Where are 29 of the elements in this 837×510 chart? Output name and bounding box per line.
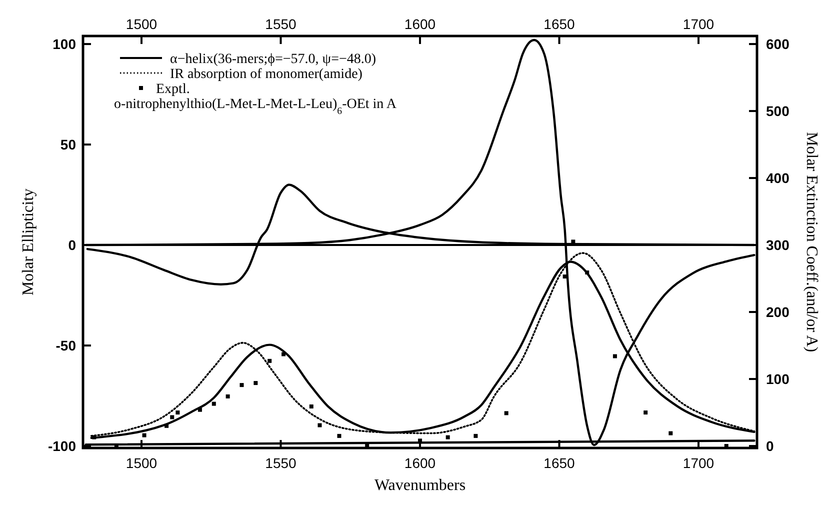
y-tick-label: -50 [56,337,76,354]
y2-tick-label: 0 [766,438,774,454]
x-tick-label: 1650 [544,16,576,32]
y-axis-title: Molar Ellipticity [20,188,37,296]
x2-tick-label: 1500 [126,455,158,471]
legend-label: IR absorption of monomer(amide) [170,66,363,82]
x-tick-label: 1550 [265,16,297,32]
x2-tick-label: 1550 [265,455,297,471]
y2-tick-label: 600 [766,36,790,52]
y-tick-label: 100 [52,36,76,52]
y-tick-label: 50 [60,136,76,152]
y2-tick-label: 200 [766,304,790,320]
x-tick-label: 1500 [126,16,158,32]
y-tick-label: 0 [68,236,76,253]
x2-tick-label: 1650 [544,455,576,471]
x2-tick-label: 1600 [404,455,436,471]
legend-label: α−helix(36-mers;ϕ=−57.0, ψ=−48.0) [170,52,376,67]
y-tick-label: -100 [48,438,76,454]
legend-label: Exptl. [156,82,190,97]
annotation: o-nitrophenylthio(L-Met-L-Met-L-Leu)$_{6}$-OEt in A [114,96,398,116]
x-axis-title: Wavenumbers [374,477,466,494]
y2-tick-label: 500 [766,102,790,119]
y2-axis-title: Molar Extinction Coeff.(and/or A) [803,132,820,352]
y2-tick-label: 300 [766,236,790,253]
x2-tick-label: 1700 [682,455,714,471]
x-tick-label: 1600 [404,16,436,32]
x-tick-label: 1700 [682,16,714,32]
y2-tick-label: 100 [766,370,790,387]
y2-tick-label: 400 [766,170,790,186]
